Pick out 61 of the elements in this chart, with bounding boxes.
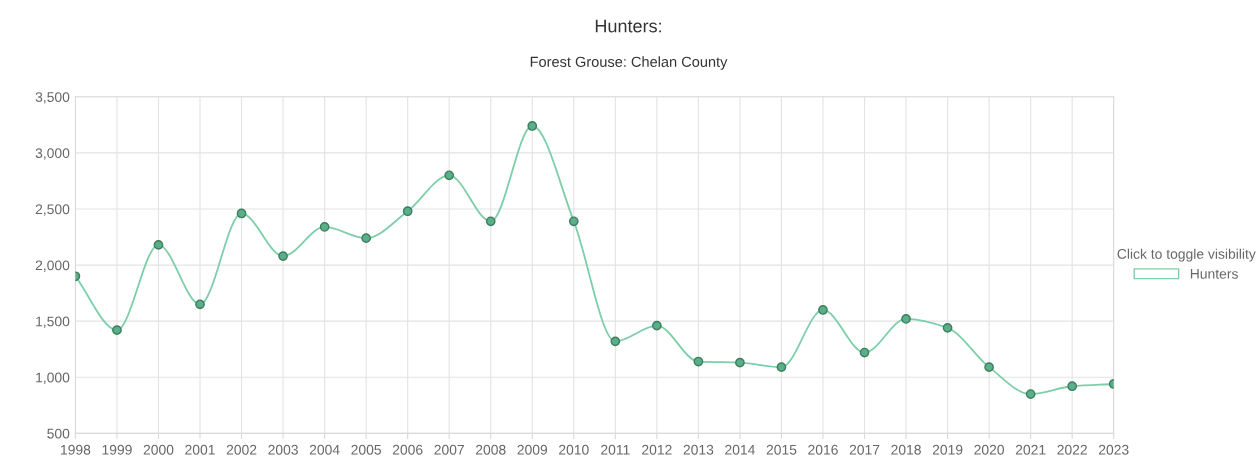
x-tick-label: 2010 bbox=[559, 444, 589, 455]
legend-title: Click to toggle visibility bbox=[1117, 248, 1256, 262]
x-tick-label: 2015 bbox=[766, 444, 797, 455]
y-tick-label: 2,000 bbox=[35, 260, 70, 272]
x-tick-label: 2012 bbox=[642, 444, 672, 455]
point bbox=[1067, 381, 1078, 392]
y-tick-label: 2,500 bbox=[35, 204, 70, 216]
point bbox=[859, 347, 870, 358]
x-tick-label: 2013 bbox=[683, 444, 714, 455]
point bbox=[485, 216, 496, 227]
x-tick-label: 2003 bbox=[268, 444, 298, 455]
point bbox=[984, 362, 994, 373]
point bbox=[112, 325, 122, 335]
x-tick-label: 2019 bbox=[932, 444, 963, 455]
x-tick-label: 2008 bbox=[475, 444, 506, 455]
x-tick-label: 2005 bbox=[351, 444, 382, 455]
x-tick-label: 2002 bbox=[226, 444, 257, 455]
x-tick-label: 2007 bbox=[434, 444, 464, 455]
x-tick-label: 2009 bbox=[517, 444, 548, 455]
x-tick-label: 2021 bbox=[1015, 444, 1046, 455]
point bbox=[651, 320, 662, 331]
point bbox=[361, 233, 372, 244]
point bbox=[195, 299, 205, 310]
x-tick-label: 2004 bbox=[309, 444, 340, 455]
point bbox=[901, 314, 911, 324]
x-tick-label: 2000 bbox=[143, 444, 174, 455]
point bbox=[1025, 389, 1036, 399]
x-tick-label: 2020 bbox=[974, 444, 1005, 455]
point bbox=[402, 206, 413, 217]
x-tick-label: 2018 bbox=[891, 444, 921, 455]
x-tick-label: 2023 bbox=[1098, 444, 1129, 455]
x-tick-label: 1999 bbox=[102, 444, 132, 455]
x-tick-label: 2017 bbox=[849, 444, 880, 455]
x-tick-label: 2016 bbox=[808, 444, 838, 455]
x-tick-label: 2006 bbox=[392, 444, 423, 455]
point bbox=[776, 362, 787, 373]
x-tick-label: 2014 bbox=[725, 444, 755, 455]
y-tick-label: 3,000 bbox=[35, 148, 70, 160]
point bbox=[942, 323, 953, 333]
chart-subtitle: Forest Grouse: Chelan County bbox=[530, 56, 728, 70]
point bbox=[527, 121, 538, 131]
point bbox=[568, 216, 579, 227]
y-tick-label: 1,000 bbox=[36, 372, 70, 385]
point bbox=[153, 240, 164, 250]
y-tick-label: 1,500 bbox=[36, 316, 70, 328]
point bbox=[735, 357, 745, 368]
x-tick-label: 2022 bbox=[1057, 444, 1087, 455]
point bbox=[236, 208, 247, 219]
point bbox=[444, 170, 455, 181]
x-tick-label: 2001 bbox=[185, 444, 215, 455]
x-tick-label: 1998 bbox=[61, 444, 91, 455]
chart-title: Hunters: bbox=[595, 19, 661, 33]
point bbox=[278, 251, 288, 261]
point bbox=[818, 305, 828, 315]
y-tick-label: 3,500 bbox=[35, 92, 70, 104]
y-tick-label: 500 bbox=[47, 428, 70, 439]
x-tick-label: 2011 bbox=[601, 444, 630, 455]
point bbox=[319, 222, 330, 232]
point bbox=[693, 356, 704, 367]
point bbox=[610, 336, 621, 347]
legend-label: Hunters bbox=[1190, 269, 1238, 279]
